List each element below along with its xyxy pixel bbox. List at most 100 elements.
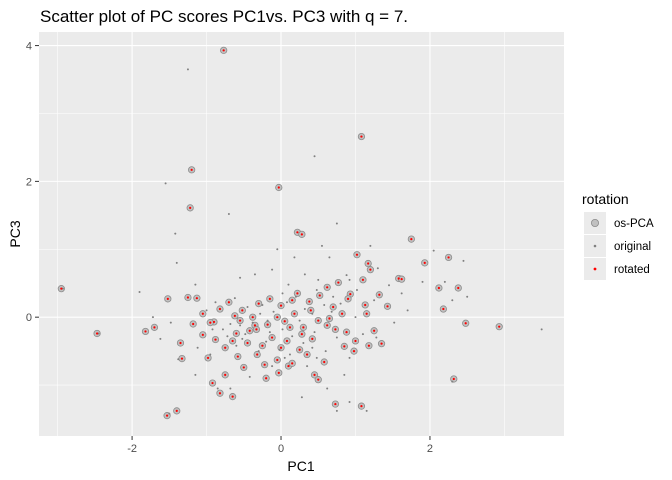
point-original: [376, 267, 379, 270]
point-rotated: [233, 314, 236, 317]
x-tick-label: 0: [278, 443, 284, 455]
point-original: [335, 336, 338, 339]
point-rotated: [166, 297, 169, 300]
point-rotated: [364, 303, 367, 307]
point-original: [253, 273, 256, 276]
point-rotated: [261, 344, 264, 347]
point-rotated: [457, 286, 460, 290]
point-original: [229, 322, 232, 325]
point-original: [421, 280, 424, 283]
point-rotated: [410, 237, 413, 241]
point-original: [214, 301, 217, 304]
point-rotated: [231, 339, 234, 343]
point-rotated: [201, 312, 204, 315]
point-rotated: [224, 373, 227, 376]
point-rotated: [276, 358, 279, 362]
point-rotated: [218, 392, 222, 395]
point-rotated: [279, 304, 283, 307]
point-rotated: [291, 362, 294, 365]
point-rotated: [373, 329, 376, 332]
point-original: [271, 365, 274, 368]
y-tick-label: 0: [26, 312, 32, 324]
chart-title: Scatter plot of PC scores PC1vs. PC3 wit…: [40, 7, 408, 26]
point-rotated: [334, 402, 337, 406]
point-original: [268, 331, 271, 334]
point-original: [241, 337, 244, 340]
point-rotated: [305, 353, 309, 356]
point-rotated: [386, 305, 389, 308]
point-original: [339, 302, 342, 305]
point-rotated: [354, 339, 357, 343]
point-original: [393, 321, 396, 324]
legend-symbol-rotated: [593, 267, 597, 271]
point-rotated: [380, 342, 383, 345]
point-original: [159, 337, 162, 340]
point-rotated: [378, 293, 381, 296]
point-rotated: [343, 345, 346, 348]
point-original: [186, 68, 189, 71]
point-rotated: [367, 344, 370, 347]
point-original: [266, 319, 269, 322]
point-original: [291, 335, 294, 338]
point-rotated: [498, 325, 501, 328]
point-original: [361, 333, 364, 336]
point-rotated: [447, 256, 450, 259]
point-original: [293, 256, 296, 259]
point-rotated: [464, 322, 467, 325]
point-original: [313, 155, 316, 158]
point-original: [97, 332, 100, 335]
point-rotated: [360, 135, 363, 138]
point-original: [373, 299, 376, 302]
point-rotated: [291, 299, 294, 302]
point-original: [375, 336, 378, 339]
point-rotated: [332, 305, 335, 309]
x-tick-label: -2: [127, 443, 137, 455]
point-rotated: [175, 409, 178, 412]
point-original: [151, 316, 154, 319]
point-rotated: [256, 353, 259, 356]
point-rotated: [268, 297, 271, 300]
point-rotated: [346, 297, 350, 300]
point-original: [272, 310, 275, 313]
point-original: [462, 259, 465, 262]
point-original: [164, 182, 167, 185]
point-original: [278, 348, 281, 351]
point-rotated: [276, 316, 279, 319]
point-original: [400, 292, 403, 295]
point-rotated: [180, 357, 184, 360]
grid-major: [39, 32, 564, 436]
point-rotated: [255, 328, 258, 331]
point-rotated: [323, 360, 326, 364]
point-original: [298, 319, 301, 322]
point-rotated: [318, 294, 321, 297]
point-original: [138, 291, 141, 294]
x-axis-title: PC1: [287, 458, 314, 474]
point-original: [276, 248, 279, 251]
point-original: [177, 358, 180, 361]
point-rotated: [308, 300, 311, 303]
y-axis-title: PC3: [7, 220, 23, 247]
point-original: [196, 346, 199, 349]
point-rotated: [302, 326, 305, 329]
point-original: [406, 309, 409, 312]
point-rotated: [211, 381, 214, 385]
y-tick-label: 2: [26, 176, 32, 188]
point-rotated: [238, 319, 242, 322]
point-rotated: [209, 321, 212, 324]
point-rotated: [317, 378, 320, 381]
point-original: [285, 301, 288, 304]
point-rotated: [340, 312, 344, 315]
point-original: [365, 409, 368, 412]
point-rotated: [248, 329, 251, 332]
point-original: [335, 409, 338, 412]
point-rotated: [235, 332, 238, 335]
point-rotated: [287, 364, 290, 368]
point-original: [303, 273, 306, 276]
point-original: [443, 280, 446, 283]
point-original: [205, 309, 208, 312]
point-original: [221, 328, 224, 331]
point-original: [244, 333, 247, 336]
point-original: [61, 287, 64, 290]
point-rotated: [369, 268, 372, 271]
point-original: [451, 380, 454, 383]
